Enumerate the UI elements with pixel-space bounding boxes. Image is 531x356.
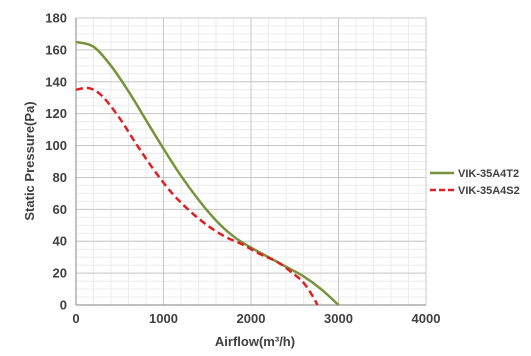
legend-label-vik-35a4s2: VIK-35A4S2 [458, 185, 520, 197]
y-tick-label: 0 [60, 298, 67, 313]
y-tick-label: 120 [45, 106, 67, 121]
y-tick-label: 80 [53, 170, 67, 185]
grid [75, 17, 427, 306]
series-line-vik-35a4t2 [75, 40, 340, 306]
y-tick-label: 60 [53, 202, 67, 217]
y-tick-label: 180 [45, 11, 67, 26]
x-tick-label: 3000 [324, 311, 353, 326]
axes [75, 18, 426, 306]
y-axis-title: Static Pressure(Pa) [22, 101, 37, 220]
tick-labels: 0 1000 2000 3000 4000 0 20 40 60 80 100 120 140 160 18… [45, 11, 440, 327]
series-group [75, 40, 340, 306]
series-line-vik-35a4s2 [75, 86, 319, 306]
x-axis-title: Airflow(m³/h) [215, 334, 295, 349]
x-tick-label: 0 [72, 311, 79, 326]
y-tick-label: 140 [45, 74, 67, 89]
x-tick-label: 4000 [412, 311, 441, 326]
x-tick-label: 1000 [149, 311, 178, 326]
legend: VIK-35A4T2 VIK-35A4S2 [430, 168, 520, 197]
y-tick-label: 40 [53, 234, 67, 249]
y-tick-label: 100 [45, 138, 67, 153]
legend-label-vik-35a4t2: VIK-35A4T2 [458, 168, 519, 180]
y-tick-label: 160 [45, 42, 67, 57]
y-tick-label: 20 [53, 266, 67, 281]
x-tick-label: 2000 [237, 311, 266, 326]
